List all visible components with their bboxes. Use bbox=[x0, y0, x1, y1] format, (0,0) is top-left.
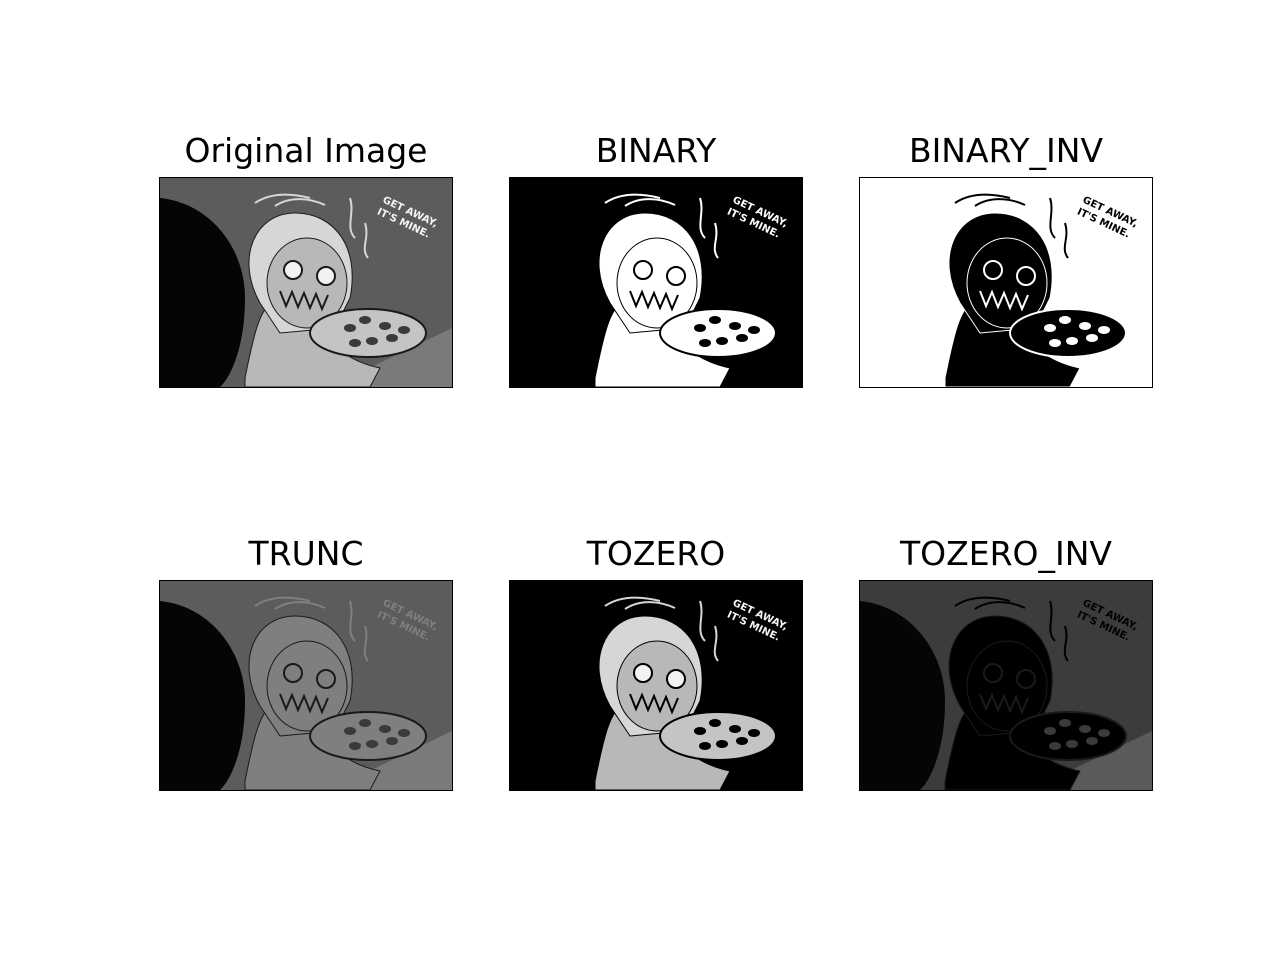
pizza-topping bbox=[1098, 326, 1110, 334]
panel-title: TRUNC bbox=[159, 534, 453, 574]
pizza-topping bbox=[694, 727, 706, 735]
right-eye bbox=[667, 267, 685, 285]
pizza-topping bbox=[379, 322, 391, 330]
right-eye bbox=[317, 670, 335, 688]
right-eye bbox=[1017, 670, 1035, 688]
pizza-topping bbox=[349, 742, 361, 750]
panel-title: BINARY_INV bbox=[859, 131, 1153, 171]
image-frame: GET AWAY, IT'S MINE. bbox=[159, 177, 453, 388]
pizza-topping bbox=[359, 719, 371, 727]
pizza-topping bbox=[1098, 729, 1110, 737]
pizza-topping bbox=[736, 737, 748, 745]
picture: GET AWAY,IT'S MINE. bbox=[510, 581, 802, 790]
left-eye bbox=[284, 664, 302, 682]
image-frame: GET AWAY, IT'S MINE. bbox=[509, 177, 803, 388]
pizza-topping bbox=[716, 740, 728, 748]
panel-title: BINARY bbox=[509, 131, 803, 171]
left-eye bbox=[984, 664, 1002, 682]
pizza bbox=[1010, 712, 1126, 760]
right-eye bbox=[317, 267, 335, 285]
pizza-topping bbox=[1044, 324, 1056, 332]
pizza-topping bbox=[379, 725, 391, 733]
pizza-topping bbox=[1066, 740, 1078, 748]
pizza-topping bbox=[748, 729, 760, 737]
panel-title: TOZERO bbox=[509, 534, 803, 574]
pizza-topping bbox=[1049, 742, 1061, 750]
image-frame: GET AWAY, IT'S MINE. bbox=[159, 580, 453, 791]
picture: GET AWAY,IT'S MINE. bbox=[860, 581, 1152, 790]
picture: GET AWAY,IT'S MINE. bbox=[510, 178, 802, 387]
pizza-topping bbox=[359, 316, 371, 324]
right-eye bbox=[667, 670, 685, 688]
pizza-topping bbox=[709, 719, 721, 727]
pizza-topping bbox=[709, 316, 721, 324]
pizza-topping bbox=[729, 322, 741, 330]
pizza bbox=[310, 712, 426, 760]
pizza-topping bbox=[344, 727, 356, 735]
pizza-topping bbox=[398, 326, 410, 334]
pizza bbox=[1010, 309, 1126, 357]
pizza-topping bbox=[1044, 727, 1056, 735]
image-frame: GET AWAY, IT'S MINE. bbox=[859, 580, 1153, 791]
picture: GET AWAY,IT'S MINE. bbox=[160, 178, 452, 387]
pizza-topping bbox=[1086, 737, 1098, 745]
pizza-topping bbox=[386, 334, 398, 342]
pizza-topping bbox=[748, 326, 760, 334]
pizza-topping bbox=[366, 337, 378, 345]
pizza-topping bbox=[694, 324, 706, 332]
pizza bbox=[660, 712, 776, 760]
pizza-topping bbox=[386, 737, 398, 745]
pizza-topping bbox=[699, 339, 711, 347]
pizza-topping bbox=[716, 337, 728, 345]
right-eye bbox=[1017, 267, 1035, 285]
pizza-topping bbox=[1079, 725, 1091, 733]
pizza-topping bbox=[398, 729, 410, 737]
pizza-topping bbox=[1066, 337, 1078, 345]
image-frame: GET AWAY, IT'S MINE. bbox=[509, 580, 803, 791]
pizza-topping bbox=[1079, 322, 1091, 330]
pizza-topping bbox=[1059, 316, 1071, 324]
pizza-topping bbox=[1086, 334, 1098, 342]
pizza-topping bbox=[349, 339, 361, 347]
pizza bbox=[660, 309, 776, 357]
pizza-topping bbox=[366, 740, 378, 748]
pizza-topping bbox=[699, 742, 711, 750]
left-eye bbox=[984, 261, 1002, 279]
picture: GET AWAY,IT'S MINE. bbox=[160, 581, 452, 790]
pizza bbox=[310, 309, 426, 357]
left-eye bbox=[284, 261, 302, 279]
left-eye bbox=[634, 664, 652, 682]
pizza-topping bbox=[1059, 719, 1071, 727]
image-frame: GET AWAY, IT'S MINE. bbox=[859, 177, 1153, 388]
pizza-topping bbox=[1049, 339, 1061, 347]
panel-title: Original Image bbox=[159, 131, 453, 171]
picture: GET AWAY,IT'S MINE. bbox=[860, 178, 1152, 387]
left-eye bbox=[634, 261, 652, 279]
pizza-topping bbox=[344, 324, 356, 332]
pizza-topping bbox=[729, 725, 741, 733]
panel-title: TOZERO_INV bbox=[859, 534, 1153, 574]
pizza-topping bbox=[736, 334, 748, 342]
